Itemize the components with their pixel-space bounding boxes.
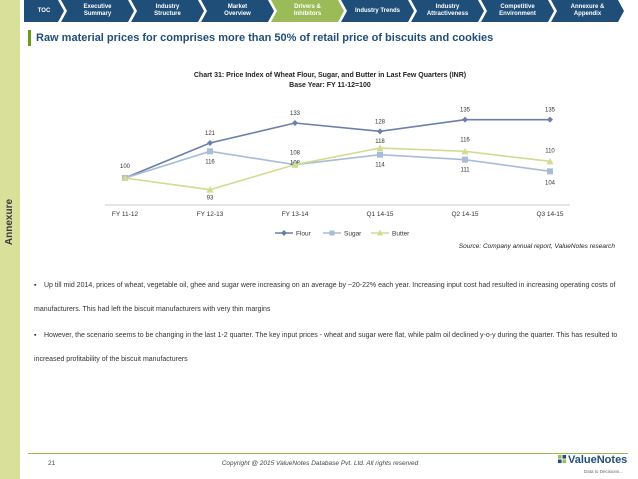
- data-point-flour: [207, 140, 213, 146]
- data-point-sugar: [547, 168, 553, 175]
- x-tick-label: FY 13-14: [282, 211, 309, 218]
- data-point-sugar: [377, 151, 383, 158]
- data-label: 108: [290, 151, 301, 157]
- tab-label-line1: Competitive: [500, 4, 535, 10]
- bullet-text: However, the scenario seems to be changi…: [34, 332, 618, 363]
- data-label: 116: [460, 137, 470, 143]
- data-label: 135: [460, 108, 471, 114]
- copyright-text: Copyright @ 2015 ValueNotes Database Pvt…: [221, 460, 419, 467]
- data-label: 93: [207, 196, 214, 202]
- valuenotes-logo: ValueNotes Data to Decisions...: [558, 452, 632, 478]
- series-line-butter: [124, 147, 551, 191]
- legend-marker: [329, 230, 335, 236]
- x-tick-label: Q1 14-15: [366, 211, 393, 218]
- source-note: Source: Company annual report, ValueNote…: [458, 243, 615, 250]
- data-label: 110: [545, 148, 555, 154]
- logo-tagline: Data to Decisions...: [584, 469, 624, 474]
- tab-market-overview[interactable]: Market Overview: [201, 0, 274, 22]
- series-line-flour: [124, 118, 550, 179]
- tab-label-line1: Executive: [83, 4, 112, 10]
- data-label: 104: [545, 180, 556, 186]
- data-point-flour: [547, 116, 553, 123]
- tab-label-line1: Annexure &: [570, 4, 605, 10]
- x-tick-label: Q3 14-15: [536, 211, 563, 218]
- bullet-item: ▪ However, the scenario seems to be chang…: [34, 324, 620, 372]
- data-point-flour: [462, 116, 468, 123]
- bullet-marker: ▪: [34, 332, 37, 339]
- data-point-flour: [377, 128, 383, 135]
- x-tick-label: Q2 14-15: [451, 211, 478, 218]
- top-navigation: TOC Executive Summary Industry Structure M…: [24, 0, 638, 22]
- tab-executive-summary[interactable]: Executive Summary: [61, 0, 134, 22]
- data-point-butter: [546, 157, 554, 165]
- tab-label-line1: Market: [227, 4, 248, 10]
- tab-label-line2: Summary: [83, 11, 112, 17]
- page-number: 21: [48, 460, 56, 467]
- legend-label: Butter: [392, 231, 410, 238]
- tab-label-line2: Appendix: [573, 11, 602, 17]
- data-point-butter: [121, 174, 129, 181]
- legend-marker: [377, 229, 383, 236]
- x-tick-label: FY 11-12: [112, 211, 139, 218]
- bullet-text: Up till mid 2014, prices of wheat, veget…: [34, 282, 616, 313]
- tab-label-line2: Overview: [224, 11, 251, 17]
- logo-text: ValueNotes: [568, 454, 628, 466]
- data-label: 128: [375, 119, 386, 125]
- tab-label-line1: Industry: [435, 4, 460, 10]
- logo-mark-icon: [558, 455, 567, 464]
- legend-label: Sugar: [344, 231, 362, 238]
- tab-label-line1: Drivers &: [294, 4, 321, 10]
- data-label: 111: [460, 168, 470, 174]
- tab-label-line1: Industry Trends: [354, 7, 400, 14]
- footer-divider: [28, 453, 628, 454]
- x-tick-label: FY 12-13: [197, 211, 224, 218]
- legend-marker: [281, 230, 287, 236]
- line-chart: FY 11-12 FY 12-13 FY 13-14 Q1 14-15 Q2 14-15…: [105, 108, 570, 238]
- sidebar: Annexure: [0, 0, 20, 479]
- series-line-sugar: [124, 150, 551, 179]
- page-title: Raw material prices for comprises more t…: [28, 30, 636, 46]
- tab-label-line2: Inhibitors: [293, 11, 322, 17]
- data-point-butter: [291, 161, 299, 168]
- data-label: 133: [290, 111, 301, 117]
- sidebar-label: Annexure: [4, 198, 15, 246]
- data-label: 114: [375, 163, 385, 169]
- chart-subtitle: Base Year: FY 11-12=100: [289, 82, 371, 89]
- data-point-flour: [292, 120, 298, 126]
- data-label: 135: [545, 108, 556, 114]
- tab-toc-label: TOC: [37, 7, 51, 14]
- tab-toc[interactable]: TOC: [24, 0, 64, 22]
- tab-drivers-inhibitors[interactable]: Drivers & Inhibitors: [271, 0, 344, 22]
- tab-competitive-environment[interactable]: Competitive Environment: [481, 0, 554, 22]
- tab-label-line2: Attractiveness: [426, 11, 469, 17]
- data-point-sugar: [207, 148, 213, 155]
- tab-label-line2: Environment: [499, 11, 536, 17]
- data-label: 100: [120, 164, 131, 170]
- data-point-butter: [376, 144, 384, 151]
- tab-industry-attractiveness[interactable]: Industry Attractiveness: [411, 0, 484, 22]
- bullet-marker: ▪: [34, 282, 37, 289]
- bullet-item: ▪ Up till mid 2014, prices of wheat, vege…: [34, 274, 620, 322]
- data-point-sugar: [462, 156, 468, 163]
- tab-industry-trends[interactable]: Industry Trends: [341, 0, 414, 22]
- data-label: 118: [375, 139, 385, 145]
- data-point-butter: [461, 147, 469, 155]
- data-point-butter: [206, 186, 214, 193]
- chart-title: Chart 31: Price Index of Wheat Flour, Su…: [193, 72, 467, 79]
- tab-industry-structure[interactable]: Industry Structure: [131, 0, 204, 22]
- data-label: 121: [205, 131, 216, 137]
- legend-label: Flour: [296, 231, 312, 238]
- chart-container: Chart 31: Price Index of Wheat Flour, Su…: [30, 68, 630, 258]
- tab-label-line2: Structure: [154, 11, 181, 17]
- tab-annexure-appendix[interactable]: Annexure & Appendix: [551, 0, 624, 22]
- data-label: 116: [205, 159, 215, 165]
- tab-label-line1: Industry: [155, 4, 180, 10]
